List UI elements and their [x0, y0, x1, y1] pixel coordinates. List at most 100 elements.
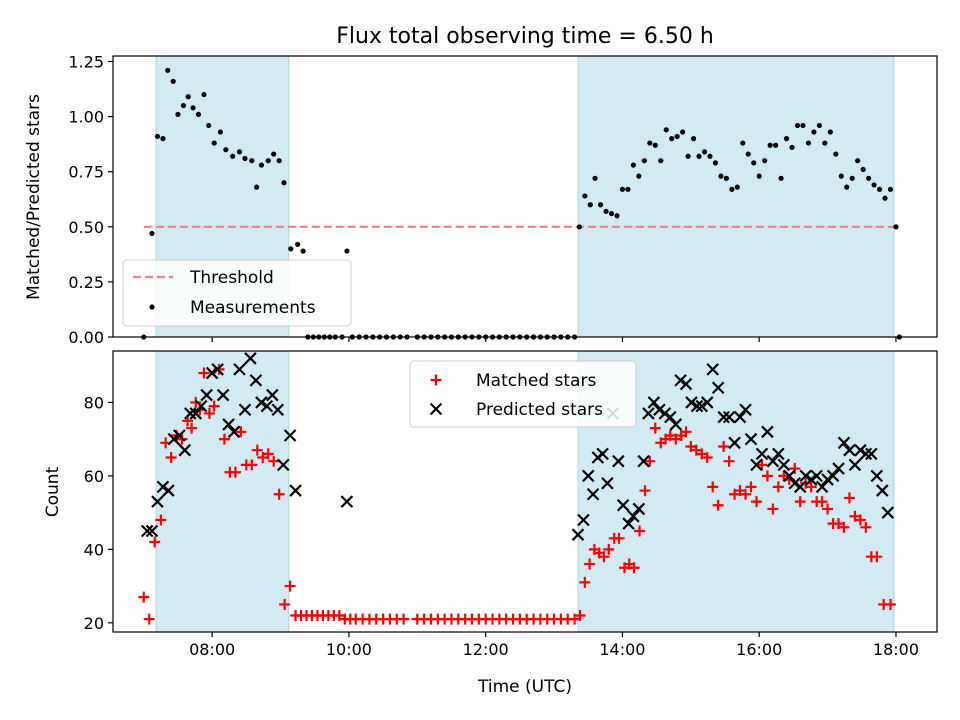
predicted-star-point [622, 517, 635, 530]
predicted-star-point [664, 410, 677, 424]
measurement-point [838, 173, 844, 179]
measurement-point [211, 140, 217, 146]
measurement-point [893, 224, 899, 230]
measurement-point [690, 136, 697, 142]
measurement-point [217, 129, 223, 135]
measurement-point [195, 111, 202, 118]
measurement-point [242, 155, 248, 162]
predicted-star-point [826, 469, 840, 483]
matched-star-point [398, 613, 410, 625]
predicted-star-point [744, 432, 758, 446]
predicted-star-point [200, 388, 213, 402]
predicted-star-point [249, 374, 263, 387]
predicted-star-point [642, 407, 655, 420]
measurement-point [597, 202, 604, 208]
predicted-star-point [145, 524, 159, 538]
measurement-point [249, 158, 255, 164]
bottom-y-tick-label: 80 [84, 393, 104, 412]
measurement-point [887, 186, 894, 192]
predicted-star-point [189, 407, 203, 420]
measurement-point [185, 94, 191, 100]
measurement-point [734, 184, 740, 190]
top-y-axis-label: Matched/Predicted stars [24, 94, 44, 300]
matched-star-point [885, 598, 896, 610]
measurement-point [805, 140, 812, 146]
matched-star-point [198, 367, 210, 379]
measurement-point [230, 153, 236, 159]
measurement-point [201, 91, 207, 98]
predicted-star-point [717, 410, 730, 424]
predicted-star-point [266, 388, 279, 402]
x-tick-label: 16:00 [736, 640, 782, 659]
top-y-tick-label: 0.50 [68, 218, 104, 237]
measurement-point [614, 213, 620, 219]
matched-star-point [816, 496, 828, 508]
matched-star-point [789, 463, 801, 475]
predicted-star-point [755, 447, 769, 461]
measurement-point [641, 158, 647, 164]
matched-star-point [208, 400, 220, 412]
matched-star-point [262, 448, 274, 460]
matched-star-point [143, 613, 155, 625]
predicted-star-point [793, 480, 807, 494]
measurement-point [866, 175, 872, 181]
measurement-point [882, 195, 888, 201]
measurement-point [707, 153, 713, 159]
measurement-point [281, 180, 287, 186]
legend-predicted-swatch [429, 402, 443, 416]
measurement-point [175, 111, 181, 118]
measurement-point [154, 133, 161, 140]
legend-threshold-label: Threshold [189, 268, 274, 288]
matched-star-point [843, 492, 855, 504]
matched-star-point [649, 422, 661, 434]
predicted-star-point [601, 476, 614, 490]
x-tick-label: 08:00 [189, 640, 235, 659]
predicted-star-point [173, 429, 186, 442]
matched-star-point [805, 481, 817, 493]
predicted-star-point [211, 363, 224, 376]
measurement-point [876, 186, 883, 192]
matched-star-point [138, 591, 150, 603]
measurement-point [718, 173, 724, 179]
bottom-y-axis-label: Count [43, 466, 63, 517]
measurement-point [180, 102, 187, 109]
predicted-star-point [194, 399, 208, 413]
top-observing-interval-1 [577, 55, 895, 338]
measurement-point [344, 248, 350, 254]
measurement-point [712, 160, 719, 166]
measurement-point [762, 158, 768, 164]
matched-star-point [767, 503, 779, 515]
predicted-star-point [178, 443, 192, 457]
matched-star-point [745, 481, 757, 493]
predicted-star-point [632, 502, 646, 516]
measurement-point [276, 158, 282, 164]
measurement-point [674, 133, 680, 140]
measurement-point [729, 186, 735, 192]
measurement-point [685, 153, 691, 159]
predicted-star-point [340, 495, 354, 508]
chart-title: Flux total observing time = 6.50 h [336, 24, 714, 49]
measurement-point [165, 67, 171, 73]
predicted-star-point [859, 447, 873, 461]
predicted-star-point [238, 403, 252, 417]
predicted-star-point [728, 436, 741, 450]
matched-star-point [203, 407, 215, 419]
matched-star-point [761, 470, 773, 482]
predicted-star-point [685, 396, 698, 409]
top-y-tick-label: 0.75 [68, 163, 104, 182]
matched-star-point [680, 426, 692, 438]
matched-star-point [750, 496, 762, 508]
predicted-star-point [581, 469, 595, 483]
predicted-star-point [848, 458, 862, 472]
predicted-star-point [821, 473, 834, 486]
legend-predicted-label: Predicted stars [476, 400, 603, 420]
predicted-star-point [167, 432, 181, 446]
predicted-star-point [832, 462, 845, 475]
measurement-point [794, 122, 801, 129]
matched-star-point [165, 452, 177, 464]
x-tick-label: 10:00 [326, 640, 372, 659]
matched-star-point [579, 576, 591, 588]
predicted-star-point [804, 473, 818, 486]
measurement-point [300, 248, 306, 254]
predicted-star-point [679, 377, 693, 391]
